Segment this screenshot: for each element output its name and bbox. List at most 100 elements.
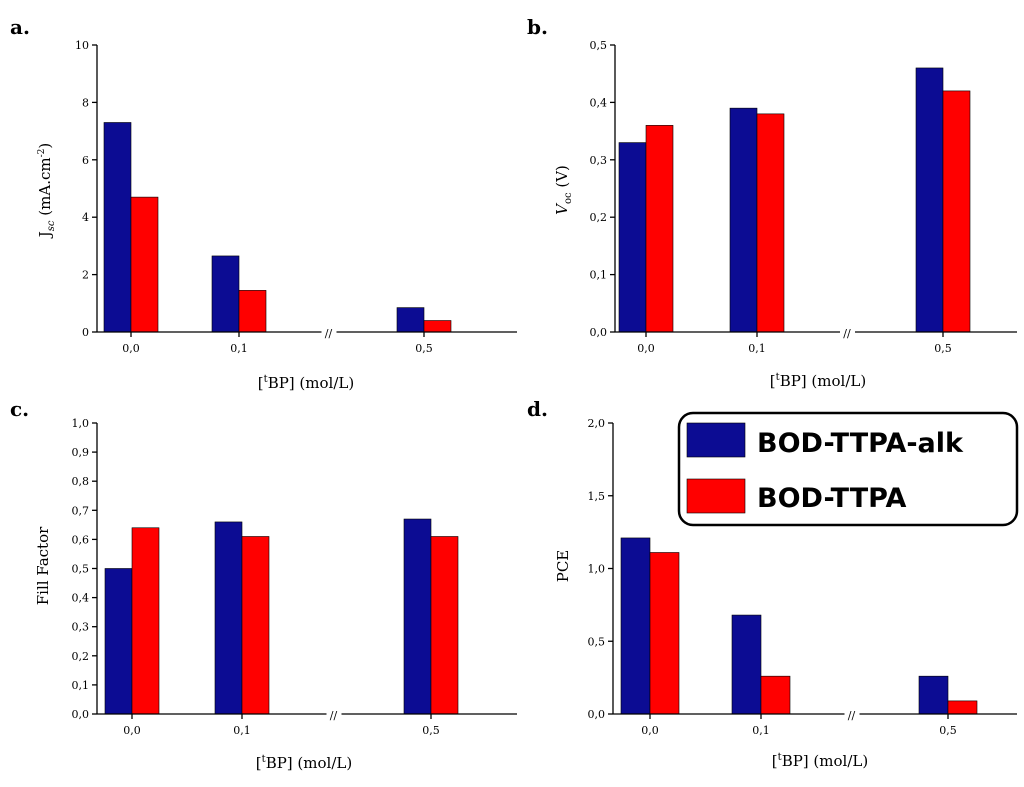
- panel-c-x-axis-title: [tBP] (mol/L): [256, 754, 352, 772]
- panel-d-y-tick-label-4: 2,0: [588, 417, 606, 430]
- panel-d-x-tick-label-0: 0,0: [641, 724, 659, 737]
- legend: BOD-TTPA-alk BOD-TTPA: [677, 411, 1019, 527]
- panel-a-bar-bod-ttpa-alk-2: [396, 307, 425, 333]
- panel-c-xlabel-sup: t: [262, 754, 266, 765]
- panel-a-bar-bod-ttpa-alk-1: [211, 255, 240, 333]
- panel-b-y-tick-label-2: 0,2: [590, 211, 608, 224]
- panel-b-y-tick-label-1: 0,1: [590, 269, 608, 282]
- panel-d-x-tick-label-1: 0,1: [752, 724, 770, 737]
- panel-a-bar-bod-ttpa-0: [130, 196, 159, 333]
- panel-c-y-tick-label-1: 0,1: [72, 679, 90, 692]
- panel-d-bar-bod-ttpa-2: [947, 700, 978, 715]
- panel-d-x-tick-label-2: 0,5: [939, 724, 957, 737]
- panel-c-bar-bod-ttpa-alk-1: [214, 521, 243, 715]
- panel-d-y-tick-label-1: 0,5: [588, 635, 606, 648]
- panel-d-y-tick-label-0: 0,0: [588, 708, 606, 721]
- panel-b-label: b.: [527, 15, 548, 39]
- panel-c-y-axis-title: Fill Factor: [34, 526, 52, 605]
- panel-d-xlabel-pre: [: [772, 752, 778, 770]
- panel-a-ylabel-sub: sc: [46, 220, 57, 231]
- panel-c-bar-bod-ttpa-1: [241, 536, 270, 715]
- panel-d-y-tick-label-3: 1,5: [588, 490, 606, 503]
- panel-d-xlabel-post: BP] (mol/L): [782, 752, 869, 770]
- panel-a-x-tick-label-2: 0,5: [415, 342, 433, 355]
- panel-d-xlabel-sup: t: [778, 752, 782, 763]
- panel-a-label: a.: [10, 15, 30, 39]
- panel-b-bar-bod-ttpa-alk-2: [915, 67, 944, 333]
- panel-b-xlabel-sup: t: [776, 372, 780, 383]
- panel-a-bar-bod-ttpa-2: [423, 320, 452, 333]
- panel-d-bar-bod-ttpa-alk-2: [918, 675, 949, 715]
- panel-b-x-tick-label-1: 0,1: [748, 342, 766, 355]
- panel-b-ylabel-rest: (V): [553, 165, 571, 192]
- panel-c-y-tick-label-9: 0,9: [72, 446, 90, 459]
- panel-a-x-axis-title: [tBP] (mol/L): [258, 374, 354, 392]
- panel-a-x-tick-label-1: 0,1: [230, 342, 248, 355]
- panel-a-y-tick-label-4: 8: [82, 96, 89, 109]
- panel-b-axis-break-mark: //: [843, 327, 851, 340]
- panel-b-xlabel-pre: [: [770, 372, 776, 390]
- panel-a-chart: a. Jsc (mA.cm-2) [tBP] (mol/L) // 0 2 4 6 8 10…: [10, 15, 517, 392]
- panel-d-chart: d. PCE [tBP] (mol/L) // 0,0 0,5 1,0 1,5 2,0 0,…: [527, 397, 1017, 770]
- panel-b-bar-bod-ttpa-1: [756, 113, 785, 333]
- panel-a-ylabel-sup: -2: [37, 149, 47, 158]
- panel-b-chart: b. Voc (V) [tBP] (mol/L) // 0,0 0,1 0,2 0,3 0…: [527, 15, 1017, 390]
- panel-c-bar-bod-ttpa-alk-0: [104, 568, 133, 715]
- panel-a-y-tick-label-3: 6: [82, 154, 89, 167]
- panel-a-y-axis-title: Jsc (mA.cm-2): [36, 143, 57, 239]
- panel-c-label: c.: [10, 397, 29, 421]
- panel-c-chart: c. Fill Factor [tBP] (mol/L) // 0,0 0,1 0,2…: [10, 397, 517, 772]
- panel-b-x-tick-label-2: 0,5: [934, 342, 952, 355]
- panel-c-bar-bod-ttpa-2: [430, 536, 459, 715]
- panel-a-y-tick-label-2: 4: [82, 211, 89, 224]
- panel-c-y-tick-label-4: 0,4: [72, 592, 90, 605]
- panel-a-xlabel-post: BP] (mol/L): [268, 374, 355, 392]
- panel-c-x-tick-label-1: 0,1: [233, 724, 251, 737]
- panel-a-y-tick-label-0: 0: [82, 326, 89, 339]
- legend-label-bod-ttpa: BOD-TTPA: [757, 483, 906, 514]
- panel-c-y-tick-label-6: 0,6: [72, 533, 90, 546]
- legend-label-bod-ttpa-alk: BOD-TTPA-alk: [757, 428, 964, 459]
- panel-b-y-tick-label-0: 0,0: [590, 326, 608, 339]
- panel-a-bar-bod-ttpa-1: [238, 290, 267, 333]
- panel-c-y-tick-label-0: 0,0: [72, 708, 90, 721]
- panel-c-y-tick-label-5: 0,5: [72, 563, 90, 576]
- panel-b-bar-bod-ttpa-0: [645, 125, 674, 333]
- panel-b-ylabel-sub: oc: [563, 192, 574, 204]
- panel-a-ylabel-rest: (mA.cm: [36, 157, 54, 220]
- panel-c-x-tick-label-2: 0,5: [422, 724, 440, 737]
- panel-a-y-tick-label-1: 2: [82, 269, 89, 282]
- panel-d-axis-break-mark: //: [848, 709, 856, 722]
- panel-c-y-tick-label-3: 0,3: [72, 621, 90, 634]
- panel-d-bar-bod-ttpa-alk-1: [731, 614, 762, 715]
- panel-a-x-tick-label-0: 0,0: [122, 342, 140, 355]
- legend-box: [677, 411, 1019, 527]
- panel-d-bar-bod-ttpa-alk-0: [620, 537, 651, 715]
- panel-a-xlabel-pre: [: [258, 374, 264, 392]
- panel-d-bar-bod-ttpa-1: [760, 675, 791, 715]
- panel-d-x-axis-title: [tBP] (mol/L): [772, 752, 868, 770]
- panel-c-bar-bod-ttpa-0: [131, 527, 160, 715]
- panel-b-x-tick-label-0: 0,0: [637, 342, 655, 355]
- panel-c-y-tick-label-8: 0,8: [72, 475, 90, 488]
- panel-b-xlabel-post: BP] (mol/L): [780, 372, 867, 390]
- panel-d-y-tick-label-2: 1,0: [588, 563, 606, 576]
- panel-a-ylabel-main: J: [36, 231, 54, 239]
- panel-b-x-axis-title: [tBP] (mol/L): [770, 372, 866, 390]
- panel-c-xlabel-post: BP] (mol/L): [266, 754, 353, 772]
- panel-b-y-tick-label-3: 0,3: [590, 154, 608, 167]
- panel-c-axis-break-mark: //: [330, 709, 338, 722]
- panel-c-y-tick-label-10: 1,0: [72, 417, 90, 430]
- panel-b-y-tick-label-4: 0,4: [590, 96, 608, 109]
- panel-b-bar-bod-ttpa-alk-0: [618, 142, 647, 333]
- panel-c-y-tick-label-7: 0,7: [72, 504, 90, 517]
- panel-c-y-tick-label-2: 0,2: [72, 650, 90, 663]
- panel-c-bar-bod-ttpa-alk-2: [403, 518, 432, 715]
- panel-b-bar-bod-ttpa-2: [942, 90, 971, 333]
- panel-c-xlabel-pre: [: [256, 754, 262, 772]
- legend-swatch-bod-ttpa: [686, 478, 746, 514]
- panel-c-x-tick-label-0: 0,0: [123, 724, 141, 737]
- panel-b-ylabel-main: V: [553, 202, 571, 215]
- panel-a-xlabel-sup: t: [264, 374, 268, 385]
